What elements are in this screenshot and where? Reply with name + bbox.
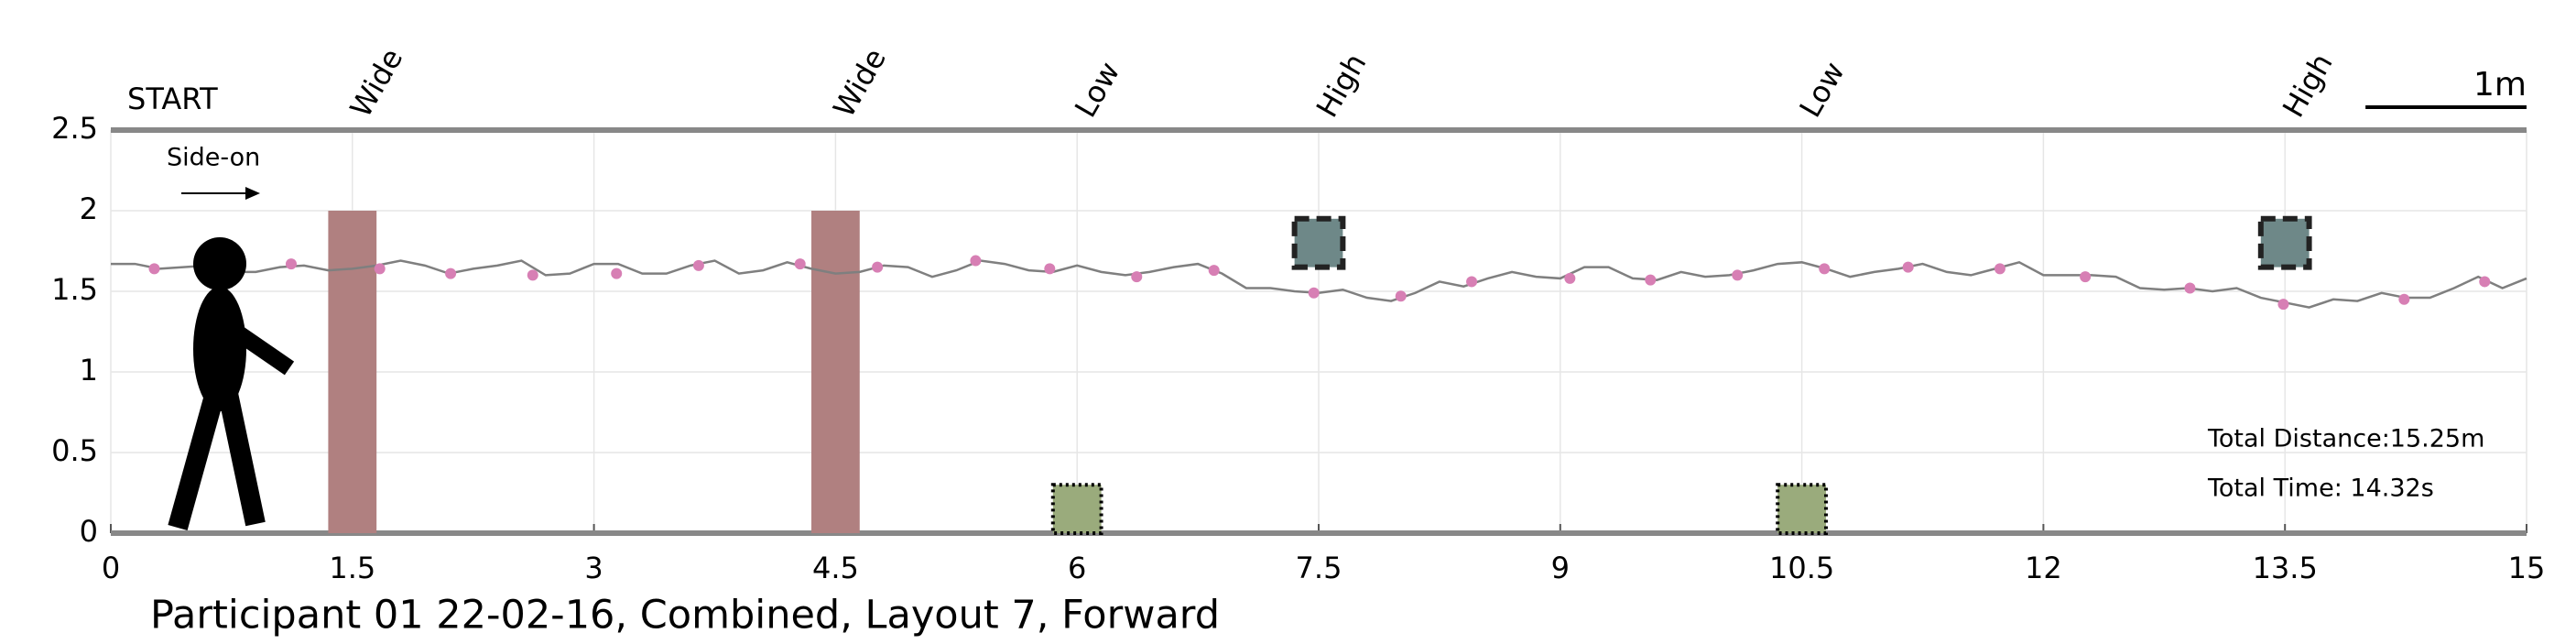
step-marker	[692, 259, 704, 271]
x-tick-label: 4.5	[812, 551, 859, 585]
step-marker	[970, 255, 982, 267]
x-tick-label: 7.5	[1296, 551, 1342, 585]
grid	[110, 127, 2527, 536]
obstacle	[1291, 215, 1346, 270]
x-tick-label: 10.5	[1769, 551, 1834, 585]
step-marker	[285, 258, 297, 270]
step-marker	[2184, 282, 2196, 294]
x-tick-label: 1.5	[329, 551, 375, 585]
obstacle-label: Low	[1792, 56, 1851, 124]
obstacle	[811, 211, 860, 533]
total-distance: Total Distance:15.25m	[2207, 425, 2484, 453]
obstacle	[1776, 483, 1828, 536]
step-marker	[1819, 263, 1831, 275]
y-tick-label: 0	[80, 514, 98, 549]
step-marker	[1732, 269, 1744, 281]
step-marker	[1466, 276, 1478, 288]
x-tick-label: 6	[1068, 551, 1086, 585]
obstacle-label: Low	[1068, 56, 1126, 124]
step-marker	[872, 261, 884, 273]
step-marker	[374, 263, 386, 275]
y-tick-label: 1.5	[51, 272, 98, 307]
scale-bar-label: 1m	[2473, 66, 2527, 104]
step-marker	[1044, 263, 1056, 275]
step-marker	[2080, 271, 2092, 283]
y-tick-label: 0.5	[51, 433, 98, 468]
walker-icon	[168, 237, 295, 530]
x-tick-label: 15	[2508, 551, 2546, 585]
obstacle-label: Wide	[826, 42, 893, 123]
step-marker	[1395, 290, 1407, 302]
x-tick-label: 13.5	[2253, 551, 2318, 585]
x-tick-label: 3	[584, 551, 603, 585]
step-marker	[148, 263, 160, 275]
y-tick-label: 1	[80, 353, 98, 387]
step-marker	[1645, 274, 1657, 286]
obstacle-label: High	[1310, 48, 1374, 124]
step-marker	[1308, 287, 1320, 299]
step-marker	[1208, 265, 1220, 277]
obstacle	[1050, 483, 1103, 536]
step-marker	[1131, 271, 1143, 283]
step-marker	[2479, 276, 2491, 288]
x-tick-label: 12	[2025, 551, 2062, 585]
obstacle	[2257, 215, 2312, 270]
plot-marks	[111, 211, 2527, 536]
direction-arrow	[181, 187, 260, 200]
step-marker	[1994, 263, 2005, 275]
step-marker	[527, 269, 538, 281]
start-label: START	[127, 82, 218, 116]
step-marker	[1902, 261, 1914, 273]
y-tick-label: 2.5	[51, 111, 98, 146]
step-marker	[2398, 293, 2410, 305]
obstacle	[328, 211, 377, 533]
y-tick-label: 2	[80, 191, 98, 226]
view-label: Side-on	[167, 144, 260, 172]
step-marker	[794, 258, 806, 270]
step-marker	[445, 267, 457, 279]
x-tick-label: 9	[1551, 551, 1570, 585]
total-time: Total Time: 14.32s	[2207, 475, 2434, 503]
obstacle-label: Wide	[343, 42, 410, 123]
step-marker	[611, 267, 623, 279]
step-marker	[1564, 272, 1576, 284]
obstacle-label: High	[2276, 48, 2340, 124]
step-marker	[2277, 299, 2289, 311]
chart-title: Participant 01 22-02-16, Combined, Layou…	[150, 593, 1220, 639]
x-tick-label: 0	[102, 551, 120, 585]
